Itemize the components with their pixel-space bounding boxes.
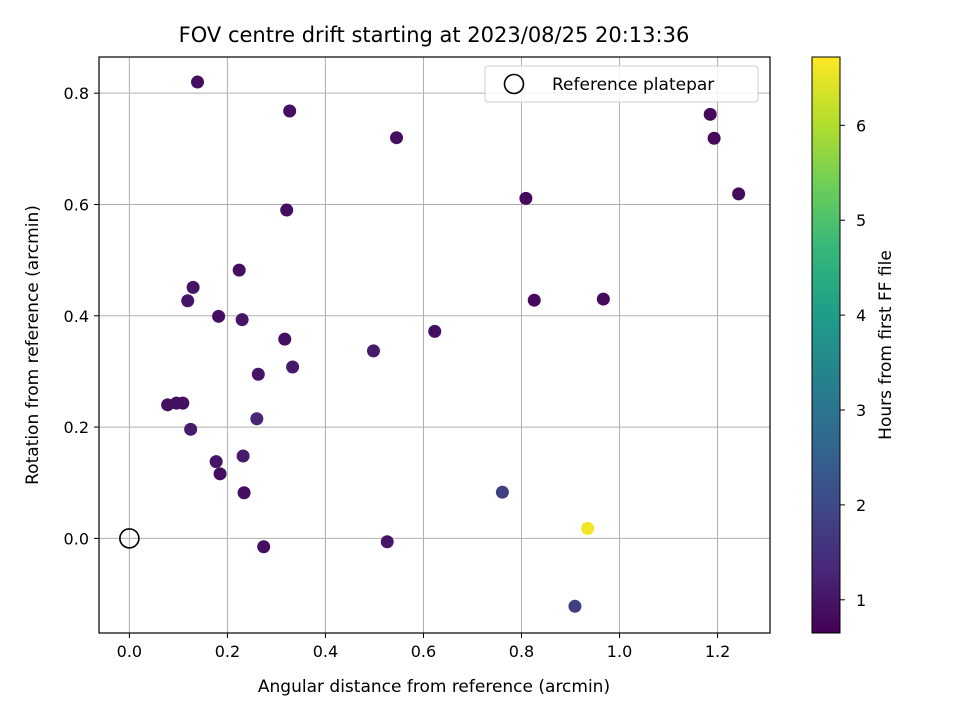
data-point bbox=[366, 344, 380, 358]
data-point bbox=[390, 131, 404, 145]
y-tick-label: 0.2 bbox=[64, 418, 89, 437]
colorbar-tick-label: 5 bbox=[856, 211, 866, 230]
colorbar-tick-label: 2 bbox=[856, 496, 866, 515]
data-point bbox=[209, 455, 223, 469]
legend-marker-icon bbox=[503, 73, 525, 95]
plot-area bbox=[98, 56, 771, 634]
data-point bbox=[707, 131, 721, 145]
colorbar-label: Hours from first FF file bbox=[876, 250, 896, 440]
colorbar-frame bbox=[811, 56, 841, 634]
colorbar-gradient bbox=[812, 57, 840, 633]
x-tick-label: 0.2 bbox=[215, 642, 240, 661]
x-tick-label: 0.8 bbox=[509, 642, 534, 661]
y-axis-label: Rotation from reference (arcmin) bbox=[23, 205, 43, 485]
chart-title: FOV centre drift starting at 2023/08/25 … bbox=[179, 23, 690, 47]
legend: Reference platepar bbox=[484, 65, 759, 103]
colorbar-tick-label: 3 bbox=[856, 401, 866, 420]
data-point bbox=[257, 540, 271, 554]
data-point bbox=[176, 396, 190, 410]
data-point bbox=[237, 486, 251, 500]
data-point bbox=[596, 292, 610, 306]
colorbar: 1 2 3 4 5 6 Hours from first FF file bbox=[811, 56, 896, 634]
colorbar-ticks: 1 2 3 4 5 6 bbox=[840, 116, 866, 610]
data-point bbox=[280, 203, 294, 217]
data-point bbox=[380, 535, 394, 549]
data-point bbox=[186, 280, 200, 294]
colorbar-tick-label: 6 bbox=[856, 116, 866, 135]
legend-box bbox=[484, 65, 759, 103]
x-axis-label: Angular distance from reference (arcmin) bbox=[258, 677, 610, 697]
data-point bbox=[519, 191, 533, 205]
colorbar-tick-label: 4 bbox=[856, 306, 866, 325]
data-point bbox=[232, 263, 246, 277]
scatter-points bbox=[161, 75, 746, 613]
data-point bbox=[527, 293, 541, 307]
data-point bbox=[213, 467, 227, 481]
y-tick-label: 0.6 bbox=[64, 195, 89, 214]
x-tick-label: 0.6 bbox=[411, 642, 436, 661]
data-point bbox=[581, 521, 595, 535]
x-tick-label: 0.0 bbox=[117, 642, 142, 661]
x-axis-ticks: 0.0 0.2 0.4 0.6 0.8 1.0 1.2 bbox=[117, 633, 730, 661]
y-tick-label: 0.0 bbox=[64, 529, 89, 548]
grid-lines bbox=[99, 57, 770, 633]
data-point bbox=[235, 313, 249, 327]
data-point bbox=[212, 309, 226, 323]
x-tick-label: 1.0 bbox=[607, 642, 632, 661]
legend-label: Reference platepar bbox=[552, 75, 714, 95]
x-tick-label: 0.4 bbox=[313, 642, 338, 661]
data-point bbox=[495, 485, 509, 499]
data-point bbox=[286, 360, 300, 374]
data-point bbox=[568, 599, 582, 613]
y-axis-ticks: 0.0 0.2 0.4 0.6 0.8 bbox=[64, 84, 99, 548]
data-point bbox=[703, 107, 717, 121]
data-point bbox=[428, 324, 442, 338]
data-point bbox=[181, 294, 195, 308]
y-tick-label: 0.4 bbox=[64, 307, 89, 326]
x-tick-label: 1.2 bbox=[705, 642, 730, 661]
data-point bbox=[278, 332, 292, 346]
plot-background bbox=[99, 57, 770, 633]
reference-platepar-marker bbox=[119, 528, 140, 549]
data-point bbox=[191, 75, 205, 89]
data-point bbox=[251, 367, 265, 381]
data-point bbox=[283, 104, 297, 118]
plot-frame bbox=[98, 56, 771, 634]
data-point bbox=[250, 412, 264, 426]
y-tick-label: 0.8 bbox=[64, 84, 89, 103]
data-point bbox=[732, 187, 746, 201]
data-point bbox=[184, 422, 198, 436]
data-point bbox=[236, 449, 250, 463]
colorbar-tick-label: 1 bbox=[856, 591, 866, 610]
